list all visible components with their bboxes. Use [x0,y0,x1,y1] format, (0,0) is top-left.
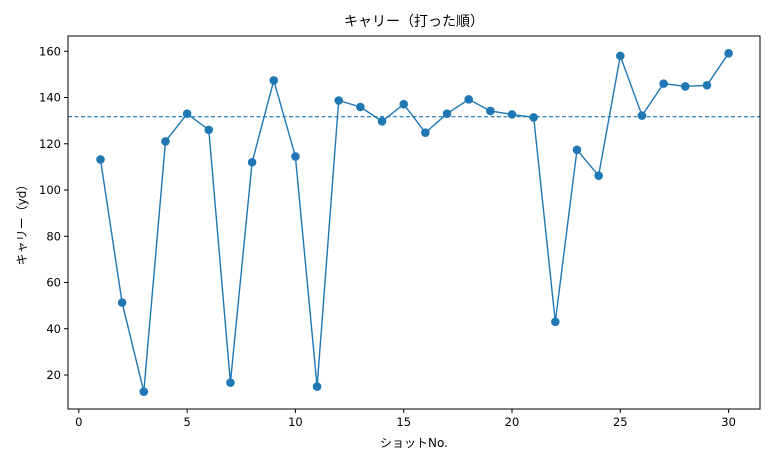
carry-series-line [99,52,730,392]
data-point [724,49,733,58]
data-point [421,128,430,137]
x-tick-label: 0 [75,415,82,429]
x-tick-label: 20 [505,415,520,429]
chart-title: キャリー（打った順） [344,13,484,30]
data-point [529,113,538,122]
data-point [659,79,668,88]
plot-frame [67,35,761,410]
x-tick-label: 5 [183,415,190,429]
data-point [312,382,322,391]
data-point [291,152,300,161]
data-point [551,317,560,327]
y-tick-label: 100 [39,183,61,197]
y-tick-label: 120 [39,137,61,151]
data-point [702,80,712,90]
data-point [247,157,257,167]
data-point [616,51,625,61]
data-point [377,117,387,126]
data-point [594,171,603,180]
x-tick-label: 30 [721,415,736,429]
data-point [204,125,214,135]
data-point [269,76,279,85]
y-tick-label: 40 [46,322,61,336]
x-axis-label: ショットNo. [380,436,448,450]
y-tick-label: 160 [39,44,61,58]
data-point [96,155,105,164]
data-point [226,378,235,387]
y-tick-label: 60 [46,276,61,290]
data-point [442,109,452,118]
data-point [161,137,170,146]
data-point [399,99,409,109]
data-point [507,110,517,119]
y-tick-label: 140 [39,91,61,105]
data-point [117,298,127,307]
data-point [334,96,344,105]
data-point [356,102,365,112]
data-point [680,82,690,91]
y-axis-label: キャリー（yd） [15,179,29,266]
data-point [464,95,473,104]
data-point [486,106,495,116]
y-tick-label: 20 [46,368,61,382]
data-point [572,145,582,155]
plot-area [68,49,760,396]
data-point [139,387,149,396]
x-tick-label: 25 [613,415,628,429]
data-point [637,111,647,120]
y-tick-label: 80 [46,229,61,243]
x-tick-label: 15 [396,415,411,429]
y-axis: 20 40 60 80 100 120 140 160 [39,44,68,382]
data-point [182,109,192,118]
x-tick-label: 10 [288,415,303,429]
x-axis: 0 5 10 15 20 25 30 [75,409,736,429]
